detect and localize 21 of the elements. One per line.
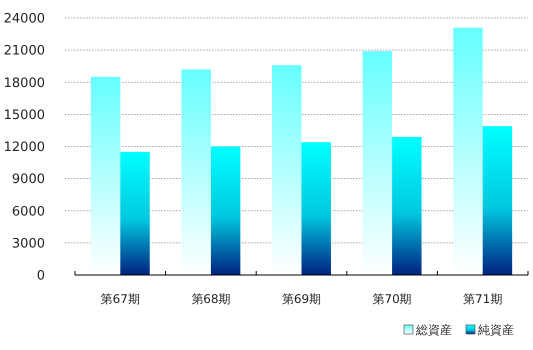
y-tick-label: 18000 bbox=[4, 76, 45, 91]
y-tick-label: 9000 bbox=[12, 172, 45, 188]
x-tick-label: 第69期 bbox=[282, 292, 322, 306]
x-tick-label: 第70期 bbox=[372, 292, 412, 306]
bar bbox=[120, 152, 150, 275]
bar bbox=[210, 146, 240, 275]
y-tick-label: 3000 bbox=[12, 236, 45, 252]
y-tick-label: 6000 bbox=[12, 204, 45, 220]
y-tick-label: 12000 bbox=[4, 140, 45, 156]
bar bbox=[302, 142, 331, 275]
x-tick-label: 第71期 bbox=[463, 292, 502, 306]
y-tick-label: 24000 bbox=[4, 12, 45, 27]
bar bbox=[392, 136, 422, 275]
legend-label: 総資産 bbox=[415, 323, 452, 338]
y-tick-label: 21000 bbox=[4, 44, 45, 59]
y-tick-label: 0 bbox=[36, 268, 45, 284]
y-tick-label: 15000 bbox=[4, 108, 45, 123]
x-tick-label: 第67期 bbox=[100, 292, 140, 306]
x-tick-label: 第68期 bbox=[191, 292, 231, 306]
legend-label: 純資産 bbox=[478, 323, 514, 338]
bar bbox=[482, 126, 512, 275]
